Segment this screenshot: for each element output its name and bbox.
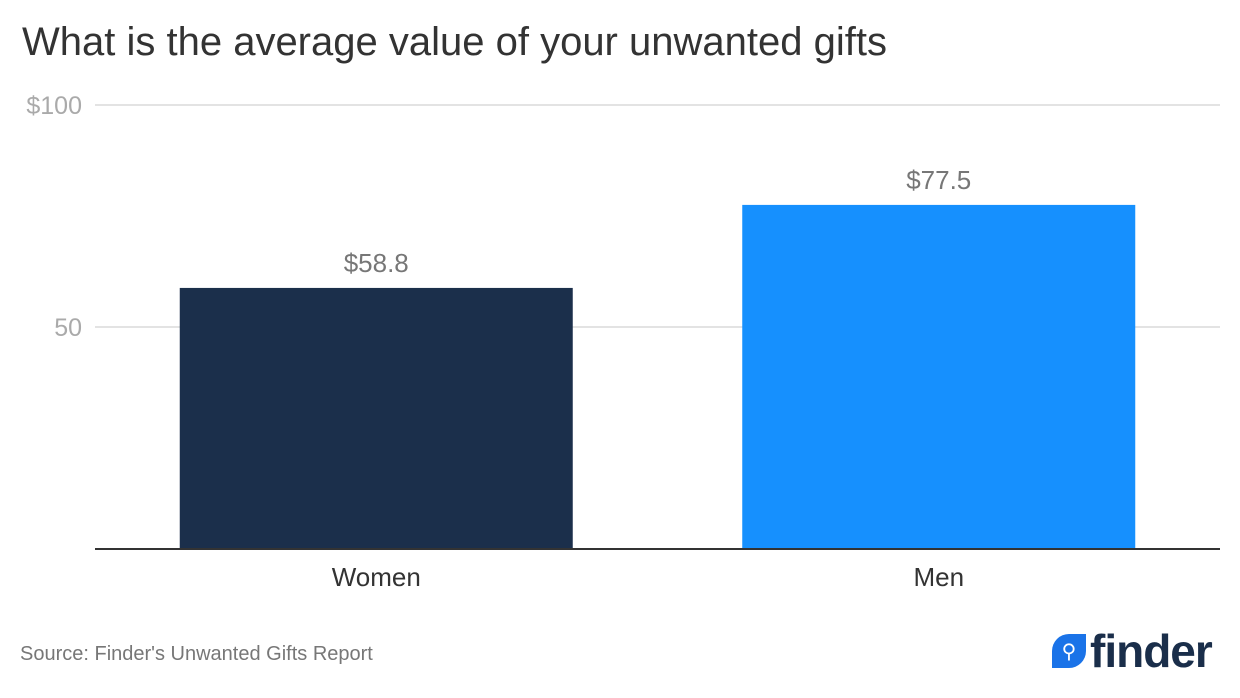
y-tick-label: $100 [26, 92, 82, 120]
data-label: $58.8 [344, 248, 409, 278]
data-label: $77.5 [906, 165, 971, 195]
bar-men [742, 204, 1136, 549]
source-note: Source: Finder's Unwanted Gifts Report [20, 643, 373, 665]
bar-women [179, 287, 573, 549]
y-tick-label: 50 [54, 314, 82, 342]
finder-logo[interactable]: ⚲ finder [1052, 625, 1213, 677]
x-tick-label: Men [913, 562, 964, 592]
search-icon: ⚲ [1052, 634, 1086, 668]
logo-wordmark: finder [1090, 625, 1213, 677]
chart-title: What is the average value of your unwant… [22, 20, 887, 64]
x-tick-label: Women [332, 562, 421, 592]
